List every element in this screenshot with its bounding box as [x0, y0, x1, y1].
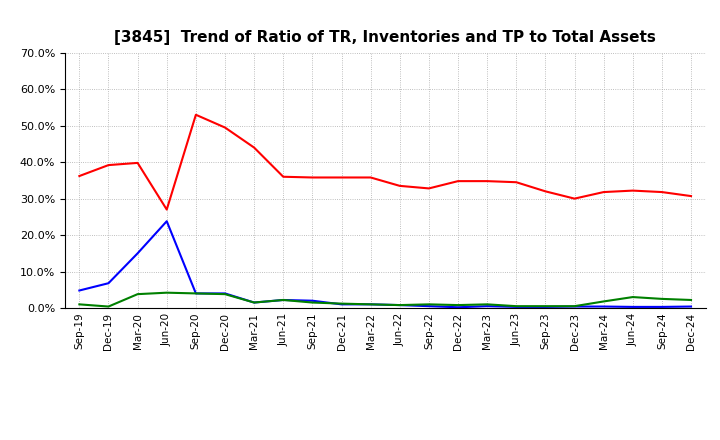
Trade Payables: [163, 290, 171, 295]
Trade Payables: [570, 304, 579, 309]
Trade Payables: [308, 300, 317, 305]
Trade Payables: [75, 302, 84, 307]
Trade Payables: [541, 304, 550, 309]
Trade Receivables: [657, 190, 666, 195]
Trade Receivables: [512, 180, 521, 185]
Trade Receivables: [163, 207, 171, 212]
Trade Receivables: [687, 194, 696, 199]
Trade Receivables: [541, 189, 550, 194]
Trade Receivables: [279, 174, 287, 180]
Inventories: [483, 304, 492, 309]
Inventories: [512, 304, 521, 310]
Trade Receivables: [366, 175, 375, 180]
Inventories: [395, 302, 404, 308]
Trade Receivables: [454, 179, 462, 184]
Inventories: [687, 304, 696, 309]
Line: Trade Receivables: Trade Receivables: [79, 115, 691, 209]
Inventories: [220, 291, 229, 296]
Trade Receivables: [192, 112, 200, 117]
Inventories: [337, 302, 346, 307]
Trade Receivables: [104, 162, 113, 168]
Trade Payables: [395, 302, 404, 308]
Trade Receivables: [425, 186, 433, 191]
Inventories: [104, 281, 113, 286]
Inventories: [308, 298, 317, 303]
Trade Payables: [192, 291, 200, 296]
Trade Payables: [133, 292, 142, 297]
Trade Payables: [279, 297, 287, 303]
Inventories: [454, 304, 462, 310]
Inventories: [570, 304, 579, 309]
Inventories: [163, 219, 171, 224]
Inventories: [657, 304, 666, 310]
Line: Trade Payables: Trade Payables: [79, 293, 691, 307]
Trade Receivables: [250, 145, 258, 150]
Trade Payables: [629, 294, 637, 300]
Trade Payables: [599, 299, 608, 304]
Trade Payables: [687, 297, 696, 303]
Inventories: [541, 304, 550, 310]
Trade Receivables: [395, 183, 404, 188]
Trade Receivables: [337, 175, 346, 180]
Inventories: [599, 304, 608, 309]
Trade Payables: [657, 296, 666, 301]
Trade Payables: [337, 301, 346, 306]
Trade Receivables: [133, 160, 142, 165]
Inventories: [629, 304, 637, 310]
Line: Inventories: Inventories: [79, 221, 691, 307]
Trade Payables: [425, 302, 433, 307]
Inventories: [425, 304, 433, 309]
Inventories: [75, 288, 84, 293]
Trade Payables: [454, 302, 462, 308]
Trade Receivables: [220, 125, 229, 130]
Trade Receivables: [629, 188, 637, 193]
Trade Payables: [220, 292, 229, 297]
Inventories: [192, 291, 200, 296]
Trade Payables: [366, 302, 375, 307]
Trade Payables: [483, 302, 492, 307]
Inventories: [250, 300, 258, 305]
Trade Receivables: [599, 190, 608, 195]
Trade Receivables: [483, 179, 492, 184]
Title: [3845]  Trend of Ratio of TR, Inventories and TP to Total Assets: [3845] Trend of Ratio of TR, Inventories…: [114, 29, 656, 45]
Trade Payables: [512, 304, 521, 309]
Trade Receivables: [308, 175, 317, 180]
Inventories: [133, 251, 142, 256]
Trade Payables: [250, 300, 258, 305]
Trade Receivables: [75, 173, 84, 179]
Trade Payables: [104, 304, 113, 309]
Trade Receivables: [570, 196, 579, 201]
Inventories: [366, 302, 375, 307]
Inventories: [279, 297, 287, 303]
